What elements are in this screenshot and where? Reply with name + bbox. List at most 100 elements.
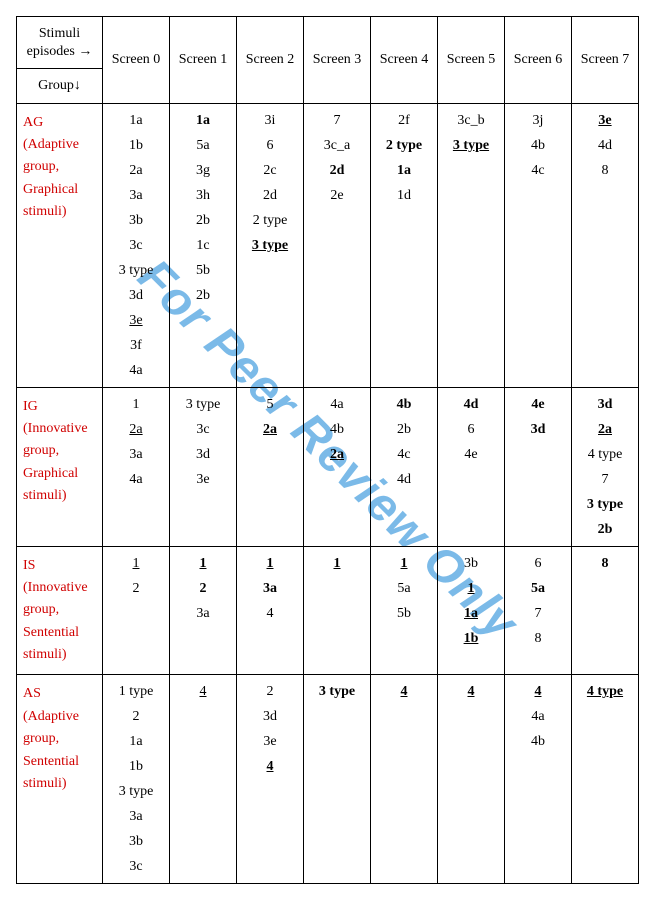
cell-item: 4 type	[587, 681, 623, 702]
data-cell: 1 type21a1b3 type3a3b3c	[103, 675, 170, 884]
table-row: AS(Adaptive group, Sentential stimuli)1 …	[17, 675, 639, 884]
cell-item: 5b	[397, 603, 411, 624]
cell-item: 3i	[265, 110, 276, 131]
data-cell: 12a3a4a	[103, 387, 170, 546]
cell-item: 4b	[531, 731, 545, 752]
cell-item: 3c	[129, 235, 142, 256]
cell-item: 8	[602, 553, 609, 574]
data-cell: 3j4b4c	[505, 103, 572, 387]
data-cell: 15a5b	[371, 546, 438, 675]
cell-list: 23d3e4	[239, 681, 301, 777]
cell-item: 4 type	[588, 444, 623, 465]
cell-item: 3 type	[186, 394, 221, 415]
corner-line2: episodes →	[27, 44, 93, 59]
cell-item: 3c_b	[457, 110, 484, 131]
cell-list: 1	[306, 553, 368, 574]
corner-line1: Stimuli	[39, 26, 80, 41]
table-row: IS(Innovative group, Sentential stimuli)…	[17, 546, 639, 675]
cell-item: 3d	[263, 706, 277, 727]
cell-item: 4d	[598, 135, 612, 156]
cell-item: 3e	[598, 110, 611, 131]
group-cell: IG(Innovative group, Graphical stimuli)	[17, 387, 103, 546]
data-cell: 4	[170, 675, 237, 884]
col-header: Screen 6	[505, 17, 572, 104]
cell-list: 4b2b4c4d	[373, 394, 435, 490]
cell-item: 1a	[129, 731, 142, 752]
cell-list: 65a78	[507, 553, 569, 649]
page-root: For Peer Review Only Stimuli episodes → …	[16, 16, 639, 884]
cell-list: 3 type3c3d3e	[172, 394, 234, 490]
cell-item: 3g	[196, 160, 210, 181]
cell-list: 3c_b3 type	[440, 110, 502, 156]
data-cell: 65a78	[505, 546, 572, 675]
col-header: Screen 7	[572, 17, 639, 104]
cell-item: 6	[535, 553, 542, 574]
group-desc: (Adaptive group, Graphical stimuli)	[23, 134, 96, 224]
cell-item: 3c_a	[324, 135, 350, 156]
table-row: AG(Adaptive group, Graphical stimuli)1a1…	[17, 103, 639, 387]
cell-list: 3 type	[306, 681, 368, 702]
cell-item: 4	[267, 603, 274, 624]
cell-item: 4a	[531, 706, 544, 727]
cell-item: 2d	[263, 185, 277, 206]
cell-item: 1	[468, 578, 475, 599]
cell-list: 2f2 type1a1d	[373, 110, 435, 206]
cell-item: 4	[468, 681, 475, 702]
cell-item: 1 type	[119, 681, 154, 702]
group-abbr: AS	[23, 683, 96, 705]
cell-list: 123a	[172, 553, 234, 624]
cell-item: 2	[133, 706, 140, 727]
cell-list: 3b11a1b	[440, 553, 502, 649]
cell-item: 5a	[397, 578, 410, 599]
cell-list: 1a1b2a3a3b3c3 type3d3e3f4a	[105, 110, 167, 381]
cell-item: 4b	[531, 135, 545, 156]
cell-item: 2f	[398, 110, 410, 131]
cell-item: 5b	[196, 260, 210, 281]
data-cell: 44a4b	[505, 675, 572, 884]
cell-item: 3 type	[252, 235, 288, 256]
cell-item: 4	[401, 681, 408, 702]
data-cell: 4	[438, 675, 505, 884]
cell-item: 4a	[330, 394, 343, 415]
cell-item: 3 type	[119, 260, 154, 281]
cell-item: 3e	[263, 731, 276, 752]
cell-item: 2 type	[253, 210, 288, 231]
group-desc: (Innovative group, Sentential stimuli)	[23, 577, 96, 667]
cell-item: 3d	[598, 394, 613, 415]
data-cell: 123a	[170, 546, 237, 675]
cell-item: 2b	[196, 210, 210, 231]
cell-list: 13a4	[239, 553, 301, 624]
cell-item: 4d	[397, 469, 411, 490]
data-cell: 3 type3c3d3e	[170, 387, 237, 546]
cell-item: 3b	[129, 831, 143, 852]
cell-item: 3h	[196, 185, 210, 206]
group-desc: (Innovative group, Graphical stimuli)	[23, 418, 96, 508]
cell-list: 4e3d	[507, 394, 569, 440]
cell-item: 3b	[464, 553, 478, 574]
cell-item: 4e	[531, 394, 544, 415]
data-cell: 12	[103, 546, 170, 675]
cell-list: 3i62c2d2 type3 type	[239, 110, 301, 256]
cell-item: 3a	[263, 578, 277, 599]
cell-item: 3c	[129, 856, 142, 877]
cell-item: 2a	[129, 160, 142, 181]
cell-item: 3b	[129, 210, 143, 231]
group-abbr: AG	[23, 112, 96, 134]
cell-item: 3c	[196, 419, 209, 440]
col-header: Screen 3	[304, 17, 371, 104]
data-cell: 23d3e4	[237, 675, 304, 884]
cell-item: 7	[602, 469, 609, 490]
cell-list: 73c_a2d2e	[306, 110, 368, 206]
cell-item: 5a	[531, 578, 545, 599]
data-cell: 3d2a4 type73 type2b	[572, 387, 639, 546]
cell-item: 8	[602, 160, 609, 181]
cell-item: 3a	[129, 185, 142, 206]
cell-item: 3f	[130, 335, 142, 356]
cell-item: 2 type	[386, 135, 422, 156]
data-cell: 3e 4d 8	[572, 103, 639, 387]
cell-item: 1	[133, 553, 140, 574]
cell-item: 1c	[196, 235, 209, 256]
col-header: Screen 1	[170, 17, 237, 104]
data-cell: 73c_a2d2e	[304, 103, 371, 387]
group-cell: IS(Innovative group, Sentential stimuli)	[17, 546, 103, 675]
